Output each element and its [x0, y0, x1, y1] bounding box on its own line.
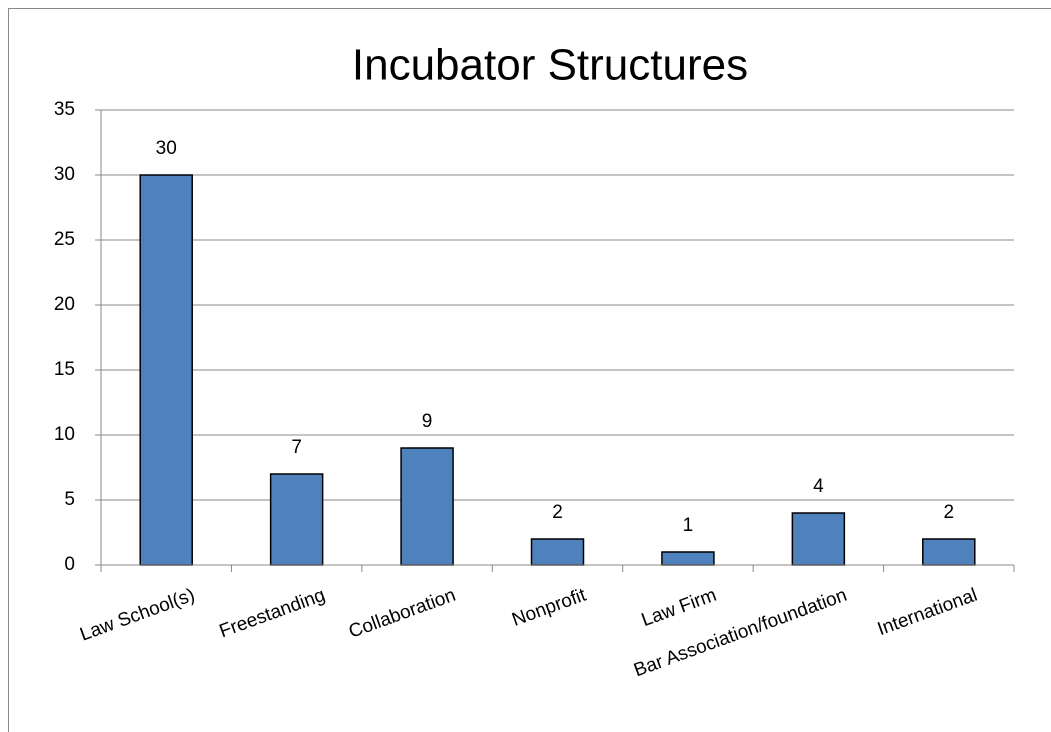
y-tick-label: 15 — [54, 359, 75, 380]
data-label: 4 — [813, 476, 824, 497]
y-tick-label: 10 — [54, 424, 75, 445]
bar — [269, 473, 324, 566]
data-label: 2 — [552, 502, 563, 523]
bar — [661, 551, 715, 566]
data-label: 7 — [291, 437, 302, 458]
y-tick-label: 5 — [64, 489, 75, 510]
data-label: 30 — [156, 138, 177, 159]
bar — [530, 538, 585, 566]
data-label: 1 — [683, 515, 694, 536]
data-label: 2 — [943, 502, 954, 523]
y-tick-label: 30 — [54, 164, 75, 185]
bar — [922, 538, 976, 566]
y-tick-label: 25 — [54, 229, 75, 250]
data-label: 9 — [422, 411, 433, 432]
bar — [139, 174, 193, 566]
y-tick-label: 20 — [54, 294, 75, 315]
bar — [791, 512, 846, 566]
y-tick-label: 35 — [54, 99, 75, 120]
bar — [400, 447, 454, 566]
y-tick-label: 0 — [64, 554, 75, 575]
chart-title: Incubator Structures — [352, 41, 748, 90]
